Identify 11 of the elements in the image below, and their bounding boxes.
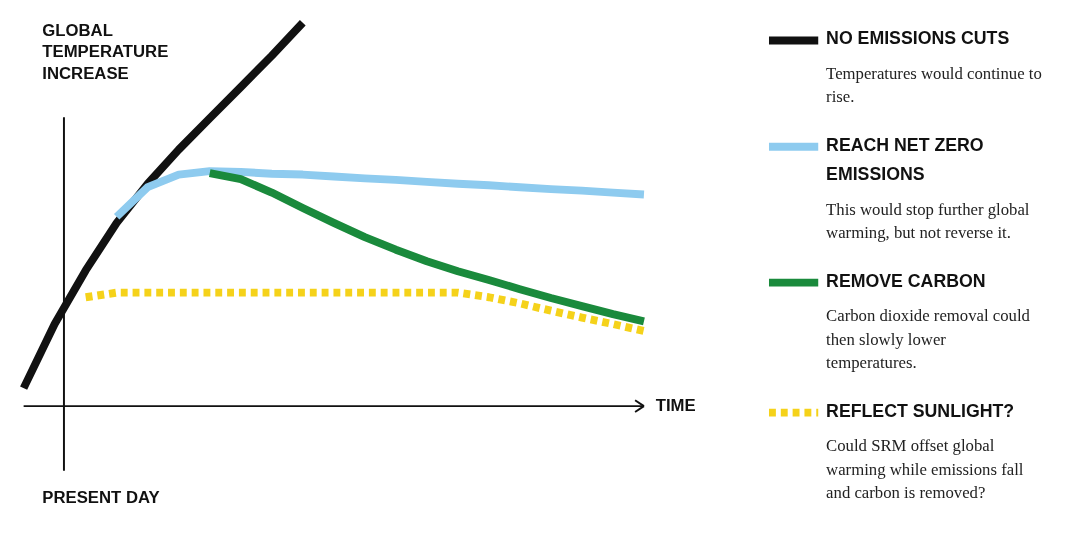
x-axis-title: TIME — [655, 396, 696, 416]
legend-label: NO EMISSIONS CUTS — [826, 28, 1010, 49]
legend-label: REMOVE CARBON — [826, 270, 986, 291]
legend-label: REACH NET ZERO EMISSIONS — [826, 134, 984, 185]
text: Could SRM offset global warming while emissions fall and carbon is removed? — [826, 436, 1024, 503]
text: Carbon dioxide removal could then slowly lower temperatures. — [826, 306, 1031, 373]
text: PRESENT DAY — [42, 488, 160, 508]
text: Temperatures would continue to rise. — [826, 63, 1042, 107]
text: This would stop further global warming, but not reverse it. — [826, 199, 1030, 243]
y-axis-title: GLOBAL TEMPERATURE INCREASE — [42, 20, 169, 83]
legend-label: REFLECT SUNLIGHT? — [826, 400, 1015, 421]
